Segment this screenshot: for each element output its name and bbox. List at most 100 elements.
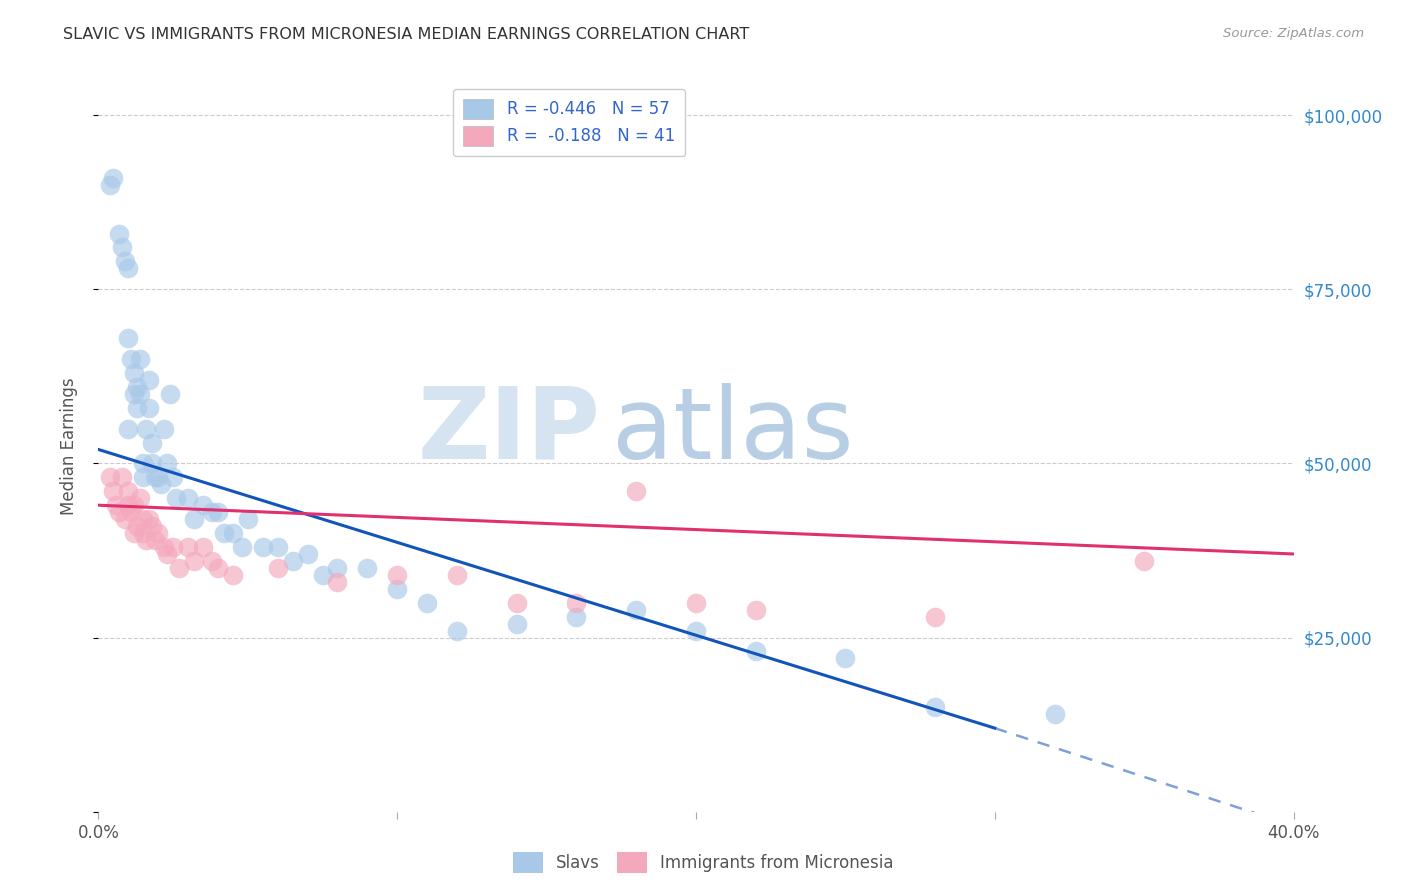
Point: [183, 512, 205, 526]
Legend: Slavs, Immigrants from Micronesia: Slavs, Immigrants from Micronesia: [506, 846, 900, 880]
Point: [685, 596, 707, 610]
Y-axis label: Median Earnings: Median Earnings: [59, 377, 77, 515]
Point: [138, 512, 160, 526]
Point: [326, 574, 349, 589]
Text: SLAVIC VS IMMIGRANTS FROM MICRONESIA MEDIAN EARNINGS CORRELATION CHART: SLAVIC VS IMMIGRANTS FROM MICRONESIA MED…: [63, 27, 749, 42]
Point: [191, 498, 214, 512]
Point: [141, 457, 163, 471]
Point: [124, 498, 146, 512]
Legend: R = -0.446   N = 57, R =  -0.188   N = 41: R = -0.446 N = 57, R = -0.188 N = 41: [453, 88, 685, 156]
Point: [446, 567, 468, 582]
Point: [167, 561, 190, 575]
Point: [159, 386, 181, 401]
Point: [177, 540, 200, 554]
Point: [1133, 554, 1156, 568]
Point: [114, 512, 136, 526]
Point: [201, 505, 224, 519]
Point: [148, 470, 170, 484]
Point: [148, 526, 170, 541]
Point: [127, 519, 149, 533]
Point: [1043, 707, 1066, 722]
Point: [132, 526, 155, 541]
Point: [108, 505, 131, 519]
Point: [111, 240, 134, 254]
Point: [132, 512, 155, 526]
Text: atlas: atlas: [613, 383, 853, 480]
Point: [114, 254, 136, 268]
Point: [385, 582, 409, 596]
Point: [924, 700, 946, 714]
Point: [132, 470, 155, 484]
Point: [231, 540, 253, 554]
Point: [150, 477, 173, 491]
Point: [222, 526, 245, 541]
Point: [385, 567, 409, 582]
Point: [311, 567, 333, 582]
Point: [297, 547, 319, 561]
Point: [105, 498, 128, 512]
Point: [626, 603, 648, 617]
Point: [626, 484, 648, 499]
Point: [117, 331, 139, 345]
Point: [267, 540, 290, 554]
Point: [138, 373, 160, 387]
Point: [127, 401, 149, 415]
Point: [129, 351, 152, 366]
Point: [117, 261, 139, 276]
Point: [108, 227, 131, 241]
Point: [129, 386, 152, 401]
Point: [141, 519, 163, 533]
Point: [135, 421, 157, 435]
Point: [236, 512, 259, 526]
Point: [132, 457, 155, 471]
Point: [201, 554, 224, 568]
Point: [156, 457, 179, 471]
Point: [117, 498, 139, 512]
Point: [177, 491, 200, 506]
Point: [124, 366, 146, 380]
Point: [745, 603, 768, 617]
Point: [685, 624, 707, 638]
Point: [207, 561, 229, 575]
Point: [153, 421, 176, 435]
Point: [120, 505, 142, 519]
Point: [446, 624, 468, 638]
Point: [117, 421, 139, 435]
Point: [117, 484, 139, 499]
Point: [127, 380, 149, 394]
Text: ZIP: ZIP: [418, 383, 600, 480]
Point: [183, 554, 205, 568]
Point: [153, 540, 176, 554]
Point: [416, 596, 439, 610]
Point: [267, 561, 290, 575]
Point: [111, 470, 134, 484]
Point: [103, 484, 125, 499]
Point: [162, 540, 184, 554]
Point: [124, 386, 146, 401]
Point: [103, 170, 125, 185]
Point: [252, 540, 274, 554]
Point: [138, 401, 160, 415]
Point: [191, 540, 214, 554]
Point: [212, 526, 235, 541]
Point: [565, 609, 588, 624]
Point: [165, 491, 187, 506]
Point: [143, 533, 166, 547]
Point: [506, 596, 529, 610]
Point: [162, 470, 184, 484]
Point: [207, 505, 229, 519]
Point: [98, 178, 122, 192]
Point: [141, 435, 163, 450]
Point: [924, 609, 946, 624]
Point: [356, 561, 378, 575]
Point: [565, 596, 588, 610]
Point: [834, 651, 856, 665]
Point: [156, 547, 179, 561]
Point: [135, 533, 157, 547]
Point: [124, 526, 146, 541]
Point: [326, 561, 349, 575]
Point: [120, 351, 142, 366]
Point: [98, 470, 122, 484]
Point: [129, 491, 152, 506]
Point: [143, 470, 166, 484]
